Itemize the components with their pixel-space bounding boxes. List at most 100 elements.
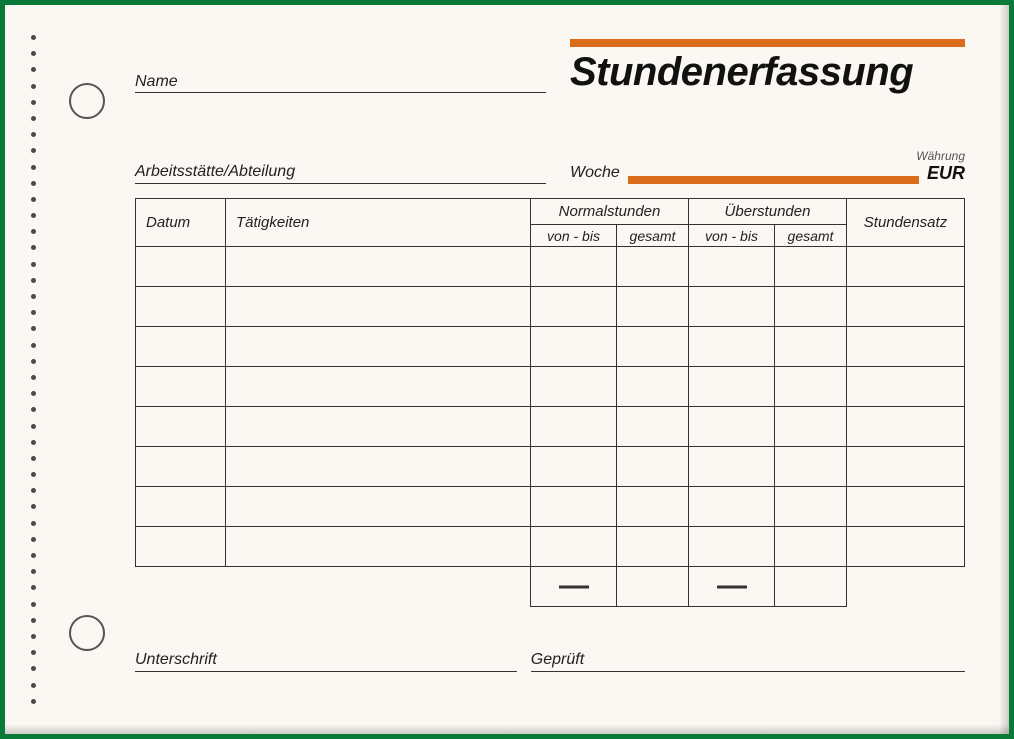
table-cell[interactable] (531, 407, 617, 447)
perforation-dot (31, 132, 36, 137)
department-field[interactable]: Arbeitsstätte/Abteilung (135, 163, 546, 184)
table-cell[interactable] (531, 247, 617, 287)
table-cell[interactable] (531, 567, 617, 607)
perforation-dot (31, 424, 36, 429)
perforation-dot (31, 262, 36, 267)
signature-field[interactable]: Unterschrift (135, 651, 517, 672)
table-row (136, 367, 965, 407)
table-cell[interactable] (136, 327, 226, 367)
sum-dash (717, 585, 747, 588)
table-cell[interactable] (847, 447, 965, 487)
hours-table: Datum Tätigkeiten Normalstunden Überstun… (135, 198, 965, 607)
table-cell[interactable] (226, 287, 531, 327)
table-cell[interactable] (689, 327, 775, 367)
perforation-dot (31, 456, 36, 461)
table-cell[interactable] (847, 367, 965, 407)
title-block: Stundenerfassung (570, 39, 965, 93)
perforation-dot (31, 650, 36, 655)
col-overtime-total: gesamt (775, 225, 847, 247)
table-cell[interactable] (226, 447, 531, 487)
shadow-right (999, 5, 1009, 734)
table-cell[interactable] (136, 447, 226, 487)
perforation-dot (31, 116, 36, 121)
col-normal-hours: Normalstunden (531, 199, 689, 225)
table-cell (226, 567, 531, 607)
table-cell[interactable] (689, 367, 775, 407)
table-cell[interactable] (226, 247, 531, 287)
col-overtime: Überstunden (689, 199, 847, 225)
table-cell[interactable] (689, 247, 775, 287)
table-cell[interactable] (847, 407, 965, 447)
table-row (136, 567, 965, 607)
table-cell[interactable] (617, 527, 689, 567)
table-cell[interactable] (847, 327, 965, 367)
table-cell[interactable] (226, 327, 531, 367)
perforation-dot (31, 440, 36, 445)
table-cell[interactable] (531, 527, 617, 567)
table-cell[interactable] (136, 487, 226, 527)
name-field[interactable]: Name (135, 71, 546, 93)
table-cell[interactable] (847, 287, 965, 327)
table-cell[interactable] (136, 287, 226, 327)
table-cell[interactable] (531, 287, 617, 327)
table-row (136, 407, 965, 447)
perforation-dot (31, 521, 36, 526)
table-cell[interactable] (226, 407, 531, 447)
col-activities: Tätigkeiten (226, 199, 531, 247)
table-cell[interactable] (775, 487, 847, 527)
table-cell[interactable] (775, 367, 847, 407)
table-cell[interactable] (617, 567, 689, 607)
table-cell[interactable] (617, 447, 689, 487)
perforation-dot (31, 472, 36, 477)
table-header-row: Datum Tätigkeiten Normalstunden Überstun… (136, 199, 965, 225)
table-cell[interactable] (775, 527, 847, 567)
checked-field[interactable]: Geprüft (531, 651, 965, 672)
table-cell[interactable] (617, 487, 689, 527)
perforation-dot (31, 343, 36, 348)
perforation-dot (31, 278, 36, 283)
table-cell[interactable] (775, 327, 847, 367)
table-cell[interactable] (531, 487, 617, 527)
perforation-dot (31, 197, 36, 202)
table-cell[interactable] (136, 247, 226, 287)
table-cell[interactable] (689, 407, 775, 447)
table-cell[interactable] (689, 287, 775, 327)
perforation-dot (31, 229, 36, 234)
table-cell[interactable] (226, 487, 531, 527)
perforation-dot (31, 634, 36, 639)
table-row (136, 247, 965, 287)
table-cell[interactable] (226, 367, 531, 407)
table-cell[interactable] (775, 567, 847, 607)
punch-hole-top (69, 83, 105, 119)
perforation-dot (31, 602, 36, 607)
table-cell[interactable] (531, 367, 617, 407)
table-cell[interactable] (617, 247, 689, 287)
table-cell[interactable] (617, 327, 689, 367)
currency-row: Währung (570, 149, 965, 163)
table-cell[interactable] (531, 327, 617, 367)
shadow-bottom (5, 724, 1009, 734)
table-cell[interactable] (226, 527, 531, 567)
table-cell[interactable] (136, 527, 226, 567)
table-cell[interactable] (847, 487, 965, 527)
table-cell[interactable] (689, 567, 775, 607)
perforation-dot (31, 310, 36, 315)
table-cell[interactable] (847, 247, 965, 287)
table-cell[interactable] (689, 527, 775, 567)
table-cell[interactable] (689, 447, 775, 487)
perforation-dot (31, 294, 36, 299)
signature-row: Unterschrift Geprüft (135, 651, 965, 672)
table-cell[interactable] (847, 527, 965, 567)
table-cell[interactable] (617, 407, 689, 447)
table-cell[interactable] (775, 247, 847, 287)
table-cell[interactable] (775, 407, 847, 447)
table-cell[interactable] (775, 287, 847, 327)
table-cell[interactable] (689, 487, 775, 527)
week-label: Woche (570, 164, 620, 184)
table-cell[interactable] (531, 447, 617, 487)
table-cell[interactable] (136, 407, 226, 447)
table-cell[interactable] (617, 367, 689, 407)
table-cell[interactable] (775, 447, 847, 487)
table-cell[interactable] (136, 367, 226, 407)
table-cell[interactable] (617, 287, 689, 327)
